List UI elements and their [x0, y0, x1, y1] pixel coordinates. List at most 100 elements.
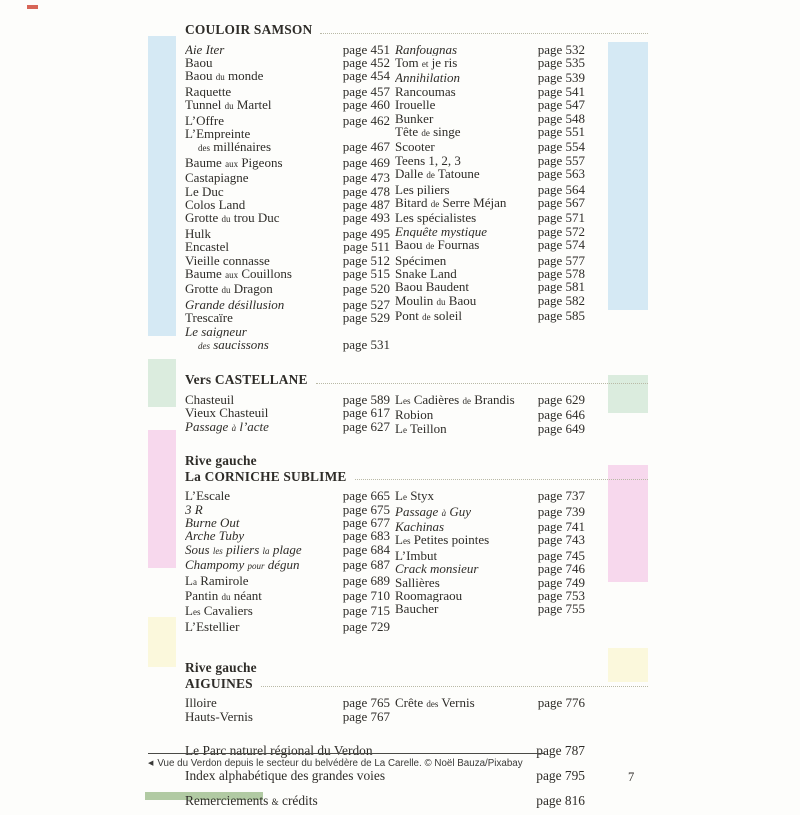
entry-name: Roomagraou	[395, 589, 463, 603]
toc-entry: Castapiagne page 473	[185, 170, 390, 186]
toc-entry: Raquette page 457	[185, 84, 390, 99]
small-word: du	[215, 72, 225, 83]
toc-entry: Pantin du néant page 710	[185, 589, 390, 604]
entry-page: page 677	[342, 514, 390, 530]
toc-entry: Robion page 646	[395, 407, 585, 423]
page-number: 7	[628, 770, 635, 784]
entry-name: Colos Land	[185, 197, 246, 212]
table-of-contents: COULOIR SAMSON Aie Iter page 451 Baou page 4…	[185, 22, 648, 815]
entry-page: page 539	[537, 70, 585, 86]
toc-entry: Le Duc page 478	[185, 183, 390, 199]
entry-page: page 469	[342, 154, 390, 170]
toc-entry: Hauts-Vernis page 767	[185, 709, 390, 724]
entry-page: page 541	[537, 83, 585, 99]
small-word: es	[402, 536, 411, 547]
entry-name: Sallières	[395, 575, 440, 589]
small-word: les	[212, 545, 223, 556]
toc-entry: Teens 1, 2, 3 page 557	[395, 153, 585, 168]
small-word: du	[221, 592, 231, 602]
toc-entry: Grande désillusion page 527	[185, 297, 390, 311]
entry-name: Passage à l’acte	[185, 419, 269, 434]
small-word: et	[421, 58, 429, 69]
entry-name: Grotte du Dragon	[185, 282, 273, 297]
left-column: Chasteuil page 589 Vieux Chasteuil page 617…	[185, 393, 390, 435]
entry-name: Baou du monde	[185, 69, 264, 84]
toc-entry: Les Cavaliers page 715	[185, 604, 390, 619]
toc-entry: Chasteuil page 589	[185, 391, 390, 407]
small-word: pour	[247, 561, 265, 572]
small-word: de	[430, 198, 440, 209]
entry-name: L’Offre	[185, 113, 224, 127]
entry-name: Ranfougnas	[395, 42, 458, 56]
toc-entry: Les piliers page 564	[395, 182, 585, 196]
entry-page: page 548	[537, 110, 585, 126]
entry-page: page 755	[537, 601, 585, 617]
small-word: es	[402, 395, 411, 406]
entry-name: Teens 1, 2, 3	[395, 153, 461, 168]
entry-name: Les piliers	[395, 182, 450, 196]
toc-entry: Annihilation page 539	[395, 70, 585, 86]
entry-name: L’Estellier	[185, 619, 240, 634]
small-word: des	[198, 143, 210, 154]
toc-entry: Colos Land page 487	[185, 197, 390, 212]
entry-page: page 563	[537, 166, 585, 182]
entry-page: page 795	[536, 768, 585, 784]
toc-entry: Hulk page 495	[185, 226, 390, 240]
entry-name: Index alphabétique des grandes voies	[185, 768, 386, 784]
entry-page: page 531	[342, 337, 390, 353]
entry-name: Baume aux Pigeons	[185, 155, 283, 170]
small-word: du	[436, 296, 446, 307]
entry-page: page 512	[342, 252, 390, 268]
small-word: de	[422, 312, 431, 323]
entry-name: Raquette	[185, 84, 232, 99]
entry-page: page 746	[537, 561, 585, 577]
toc-entry: Ranfougnas page 532	[395, 42, 585, 56]
entry-page: page 578	[537, 266, 585, 281]
entry-page: page 646	[537, 407, 585, 423]
entry-name: Hauts-Vernis	[185, 709, 253, 724]
entry-page: page 710	[342, 588, 390, 603]
entry-page: page 589	[342, 391, 390, 407]
photo-caption: ◀ Vue du Verdon depuis le secteur du bel…	[148, 758, 548, 769]
entry-page: page 478	[342, 183, 390, 199]
entry-name: Tête de singe	[395, 124, 461, 139]
section-header-text: COULOIR SAMSON	[185, 22, 313, 37]
toc-entry: Grotte du trou Duc page 493	[185, 211, 390, 226]
entry-page: page 571	[537, 210, 585, 226]
toc-entry: Baou Baudent page 581	[395, 280, 585, 294]
entry-page: page 665	[342, 488, 390, 504]
entry-name: Robion	[395, 408, 434, 422]
toc-entry: des saucissons page 531	[185, 338, 390, 353]
small-word: du	[221, 214, 231, 225]
entry-page: page 749	[537, 574, 585, 590]
entry-page: page 585	[537, 308, 585, 324]
right-column: Crête des Vernis page 776	[395, 696, 585, 711]
entry-name: Pantin du néant	[185, 589, 262, 603]
entry-name: La Ramirole	[185, 573, 249, 588]
toc-entry: Baucher page 755	[395, 601, 585, 617]
entry-name: Champomy pour dégun	[185, 558, 300, 573]
small-word: du	[221, 285, 231, 296]
entry-page: page 473	[342, 170, 390, 186]
small-word: de	[426, 170, 435, 181]
entry-name: Snake Land	[395, 267, 457, 281]
dotted-leader	[354, 479, 648, 481]
section-vers-castellane: Vers CASTELLANE Chasteuil page 589 Vieux Ch…	[185, 372, 648, 437]
entry-page: page 627	[342, 418, 390, 434]
small-word: des	[426, 699, 439, 710]
small-word: à	[231, 422, 237, 433]
entry-page: page 649	[537, 420, 585, 436]
section-corniche-sublime: Rive gauche La CORNICHE SUBLIME L’Escale pa…	[185, 453, 648, 633]
entry-page: page 629	[537, 391, 585, 407]
entry-name: Tunnel du Martel	[185, 98, 272, 113]
entry-page: page 683	[342, 528, 390, 544]
toc-entry: Sous les piliers la plage page 684	[185, 542, 390, 558]
color-bar-right-vers-castellane	[608, 375, 648, 413]
entry-page: page 454	[342, 68, 390, 84]
entry-page: page 617	[342, 405, 390, 421]
section-header: COULOIR SAMSON	[185, 22, 648, 38]
section-header-text: La CORNICHE SUBLIME	[185, 468, 347, 484]
entry-page: page 577	[537, 252, 585, 268]
section-header-text: Rive gauche	[185, 660, 257, 676]
section-header: Rive gauche	[185, 660, 648, 676]
